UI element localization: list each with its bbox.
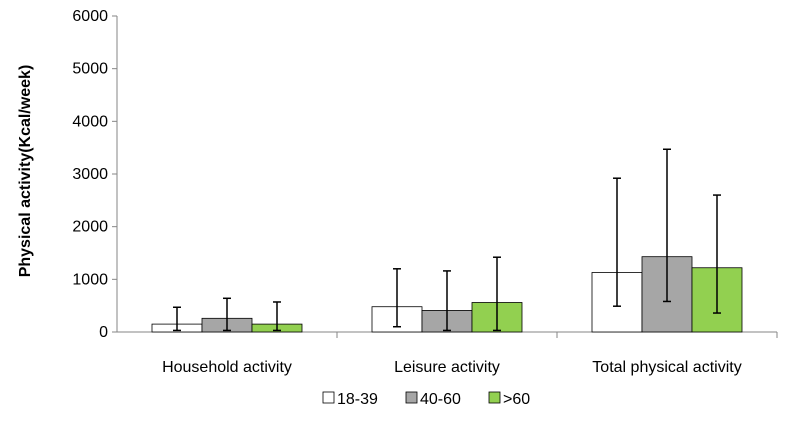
y-tick-label: 4000 (72, 113, 108, 130)
y-tick-label: 0 (99, 324, 108, 341)
y-tick-label: 6000 (72, 8, 108, 25)
plot-area: 0 1000 2000 3000 4000 5000 6000 Household activ… (72, 8, 778, 376)
legend-swatch (488, 391, 501, 404)
legend: 18-39 40-60 >60 (322, 391, 530, 408)
legend-swatch (405, 391, 418, 404)
legend-swatch (322, 391, 335, 404)
legend-label: 18-39 (337, 391, 378, 408)
y-tick-label: 3000 (72, 166, 108, 183)
y-axis-label: Physical activity(Kcal/week) (17, 65, 34, 278)
x-category-label: Leisure activity (394, 359, 500, 376)
x-category-label: Total physical activity (592, 359, 741, 376)
y-tick-label: 5000 (72, 61, 108, 78)
legend-label: 40-60 (420, 391, 461, 408)
y-tick-label: 1000 (72, 271, 108, 288)
x-category-label: Household activity (162, 359, 292, 376)
y-tick-label: 2000 (72, 219, 108, 236)
legend-label: >60 (503, 391, 530, 408)
